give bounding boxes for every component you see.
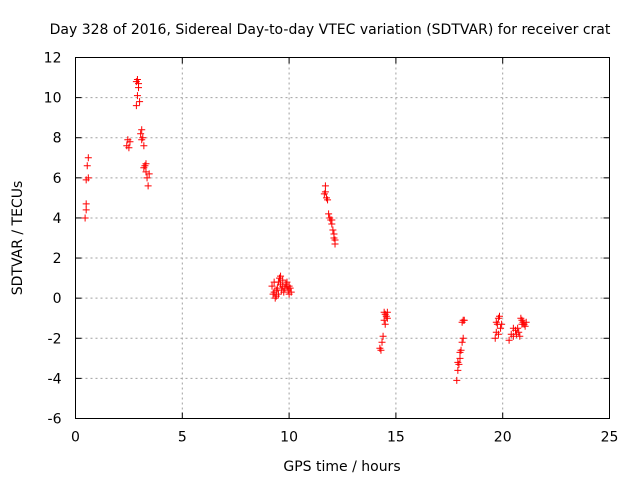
data-point: [125, 144, 133, 152]
data-point: [132, 78, 140, 86]
data-point: [138, 126, 146, 134]
y-tick-label: 12: [44, 51, 62, 67]
data-point: [377, 346, 385, 354]
data-point: [330, 230, 338, 238]
data-point: [144, 182, 152, 190]
x-tick-label: 25: [601, 430, 619, 446]
data-point: [497, 324, 505, 332]
x-tick-label: 20: [494, 430, 512, 446]
data-point: [518, 320, 526, 328]
data-point: [492, 318, 500, 326]
data-point: [383, 314, 391, 322]
data-point: [83, 162, 91, 170]
data-point: [286, 284, 294, 292]
data-point: [277, 272, 285, 280]
data-point: [137, 130, 145, 138]
data-point: [133, 92, 141, 100]
data-point: [283, 278, 291, 286]
data-point: [321, 188, 329, 196]
y-tick-label: 8: [53, 131, 62, 147]
data-point: [272, 286, 280, 294]
tick-labels: 0 5 10 15 20 25 -6 -4 -2 0 2 4 6 8 10 12: [44, 51, 619, 446]
data-point: [274, 290, 282, 298]
data-point: [136, 98, 144, 106]
data-point: [321, 182, 329, 190]
data-point: [285, 290, 293, 298]
data-point: [145, 170, 153, 178]
y-tick-label: -4: [48, 371, 62, 387]
plot-frame: [75, 57, 610, 419]
data-point: [139, 134, 147, 142]
data-point: [381, 320, 389, 328]
y-tick-label: 10: [44, 91, 62, 107]
data-point: [454, 358, 462, 366]
data-point: [379, 332, 387, 340]
data-point: [126, 138, 134, 146]
data-point: [82, 200, 90, 208]
data-point: [498, 320, 506, 328]
data-point: [456, 354, 464, 362]
data-point: [453, 376, 461, 384]
data-point: [132, 102, 140, 110]
data-point: [82, 206, 90, 214]
data-point: [378, 338, 386, 346]
data-point: [325, 210, 333, 218]
data-point: [505, 336, 513, 344]
data-point: [460, 316, 468, 324]
data-point: [141, 162, 149, 170]
data-point: [268, 282, 276, 290]
data-point: [81, 214, 89, 222]
data-point: [495, 312, 503, 320]
x-tick-label: 15: [387, 430, 405, 446]
data-point: [84, 174, 92, 182]
data-point: [324, 196, 332, 204]
x-tick-label: 0: [71, 430, 80, 446]
data-point: [459, 334, 467, 342]
data-point: [454, 366, 462, 374]
data-point: [513, 330, 521, 338]
data-point: [456, 348, 464, 356]
x-tick-label: 5: [178, 430, 187, 446]
data-point: [143, 174, 151, 182]
x-axis-label: GPS time / hours: [283, 459, 400, 475]
data-point: [329, 226, 337, 234]
data-point: [270, 278, 278, 286]
data-points: [81, 76, 530, 384]
y-tick-label: 2: [53, 251, 62, 267]
data-point: [458, 338, 466, 346]
y-tick-label: 6: [53, 171, 62, 187]
data-point: [491, 334, 499, 342]
y-tick-label: -6: [48, 412, 62, 428]
y-axis-label: SDTVAR / TECUs: [10, 181, 26, 296]
data-point: [509, 324, 517, 332]
data-point: [140, 142, 148, 150]
y-tick-label: 0: [53, 291, 62, 307]
data-point: [380, 308, 388, 316]
y-tick-label: 4: [53, 211, 62, 227]
data-point: [494, 330, 502, 338]
x-tick-label: 10: [280, 430, 298, 446]
data-point: [522, 318, 530, 326]
data-point: [279, 276, 287, 284]
y-tick-label: -2: [48, 331, 62, 347]
data-point: [328, 216, 336, 224]
axis-ticks: [75, 57, 610, 419]
data-point: [280, 288, 288, 296]
data-point: [331, 236, 339, 244]
data-point: [84, 154, 92, 162]
chart-title: Day 328 of 2016, Sidereal Day-to-day VTE…: [50, 22, 611, 38]
grid: [75, 57, 610, 419]
